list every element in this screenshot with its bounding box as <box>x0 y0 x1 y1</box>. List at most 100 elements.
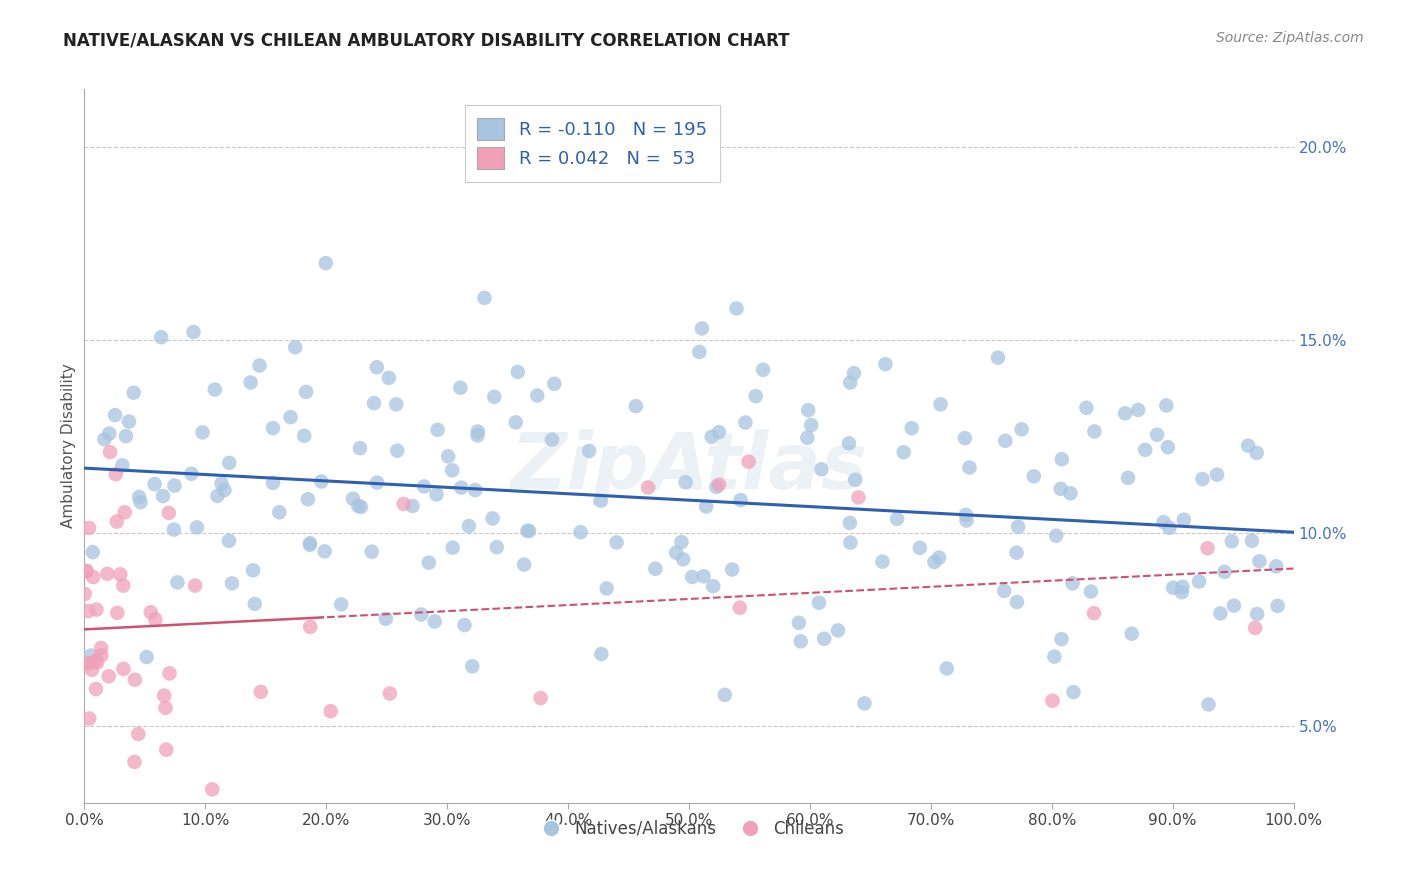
Point <box>110 567 132 582</box>
Point <box>1011 422 1033 436</box>
Point <box>314 544 336 558</box>
Point <box>153 689 176 703</box>
Point <box>84 654 107 668</box>
Point <box>543 376 565 391</box>
Point <box>875 357 897 371</box>
Point <box>105 515 128 529</box>
Point <box>449 381 471 395</box>
Point <box>218 456 240 470</box>
Point <box>728 600 751 615</box>
Point <box>186 520 208 534</box>
Point <box>505 415 527 429</box>
Point <box>713 688 735 702</box>
Point <box>1171 585 1194 599</box>
Point <box>839 535 862 549</box>
Point <box>467 425 489 439</box>
Point <box>297 492 319 507</box>
Point <box>122 385 145 400</box>
Point <box>98 426 121 441</box>
Point <box>80 663 103 677</box>
Point <box>98 445 121 459</box>
Point <box>163 523 186 537</box>
Point <box>330 598 353 612</box>
Point <box>111 458 134 473</box>
Point <box>506 365 529 379</box>
Point <box>80 648 103 663</box>
Point <box>82 570 104 584</box>
Point <box>243 597 266 611</box>
Point <box>280 410 302 425</box>
Point <box>737 455 759 469</box>
Point <box>1062 576 1084 591</box>
Point <box>211 476 233 491</box>
Point <box>311 475 333 489</box>
Point <box>692 569 714 583</box>
Point <box>269 505 291 519</box>
Point <box>86 656 108 670</box>
Point <box>292 429 315 443</box>
Point <box>1005 546 1028 560</box>
Point <box>249 359 271 373</box>
Point <box>284 340 307 354</box>
Point <box>184 578 207 592</box>
Point <box>730 493 752 508</box>
Point <box>589 493 612 508</box>
Point <box>787 615 810 630</box>
Point <box>157 506 180 520</box>
Point <box>411 607 433 622</box>
Point <box>1159 521 1181 535</box>
Text: NATIVE/ALASKAN VS CHILEAN AMBULATORY DISABILITY CORRELATION CHART: NATIVE/ALASKAN VS CHILEAN AMBULATORY DIS… <box>63 31 790 49</box>
Point <box>180 467 202 481</box>
Point <box>159 666 181 681</box>
Point <box>90 648 112 663</box>
Point <box>1116 471 1139 485</box>
Point <box>671 535 693 549</box>
Point <box>77 521 100 535</box>
Point <box>839 376 862 390</box>
Point <box>1206 467 1229 482</box>
Point <box>1022 469 1045 483</box>
Point <box>214 483 236 497</box>
Point <box>298 538 321 552</box>
Point <box>221 576 243 591</box>
Point <box>1191 472 1213 486</box>
Point <box>128 490 150 504</box>
Point <box>827 624 849 638</box>
Point <box>1246 446 1268 460</box>
Point <box>118 415 141 429</box>
Point <box>464 483 486 497</box>
Point <box>1114 406 1136 420</box>
Point <box>665 546 688 560</box>
Point <box>838 436 860 450</box>
Point <box>262 421 284 435</box>
Point <box>366 360 388 375</box>
Point <box>541 433 564 447</box>
Point <box>467 428 489 442</box>
Y-axis label: Ambulatory Disability: Ambulatory Disability <box>60 364 76 528</box>
Point <box>796 431 818 445</box>
Point <box>207 489 229 503</box>
Point <box>135 650 157 665</box>
Point <box>690 321 713 335</box>
Point <box>299 620 322 634</box>
Point <box>485 540 508 554</box>
Point <box>707 477 730 491</box>
Point <box>1005 595 1028 609</box>
Point <box>461 659 484 673</box>
Point <box>1171 580 1194 594</box>
Point <box>115 429 138 443</box>
Point <box>578 444 600 458</box>
Point <box>1267 599 1289 613</box>
Point <box>86 602 108 616</box>
Point <box>706 480 728 494</box>
Point <box>474 291 496 305</box>
Point <box>744 389 766 403</box>
Point <box>450 481 472 495</box>
Point <box>702 579 724 593</box>
Point <box>591 647 613 661</box>
Point <box>1049 482 1071 496</box>
Point <box>853 697 876 711</box>
Point <box>569 525 592 540</box>
Point <box>319 704 342 718</box>
Point <box>385 397 408 411</box>
